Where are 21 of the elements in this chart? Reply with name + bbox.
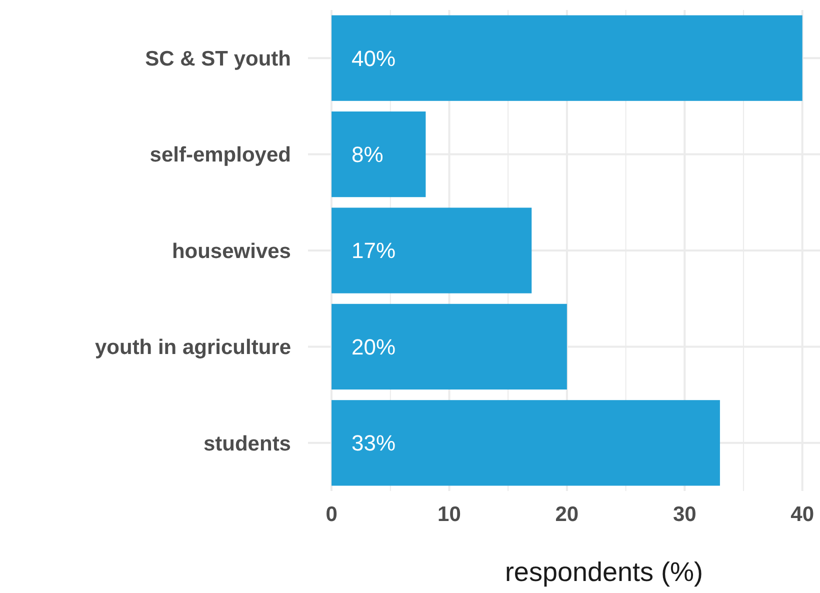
y-tick-label: self-employed: [150, 144, 291, 167]
data-label: 33%: [352, 430, 396, 456]
bar: [332, 400, 720, 486]
x-tick-label: 30: [672, 503, 696, 526]
bar: [332, 15, 802, 101]
bar: [332, 208, 532, 294]
x-tick-label: 20: [555, 503, 579, 526]
x-tick-label: 10: [438, 503, 461, 526]
data-label: 17%: [352, 238, 396, 264]
x-tick-label: 0: [326, 503, 338, 526]
data-label: 40%: [352, 46, 396, 71]
bar: [332, 111, 426, 198]
y-tick-label: students: [203, 432, 291, 456]
y-tick-label: SC & ST youth: [145, 47, 291, 70]
y-tick-label: youth in agriculture: [94, 336, 291, 360]
data-label: 8%: [352, 142, 384, 167]
x-axis-title: respondents (%): [504, 557, 704, 587]
data-label: 20%: [352, 334, 396, 360]
bar: [332, 304, 567, 390]
x-tick-label: 40: [790, 503, 814, 526]
y-tick-label: housewives: [172, 240, 291, 263]
